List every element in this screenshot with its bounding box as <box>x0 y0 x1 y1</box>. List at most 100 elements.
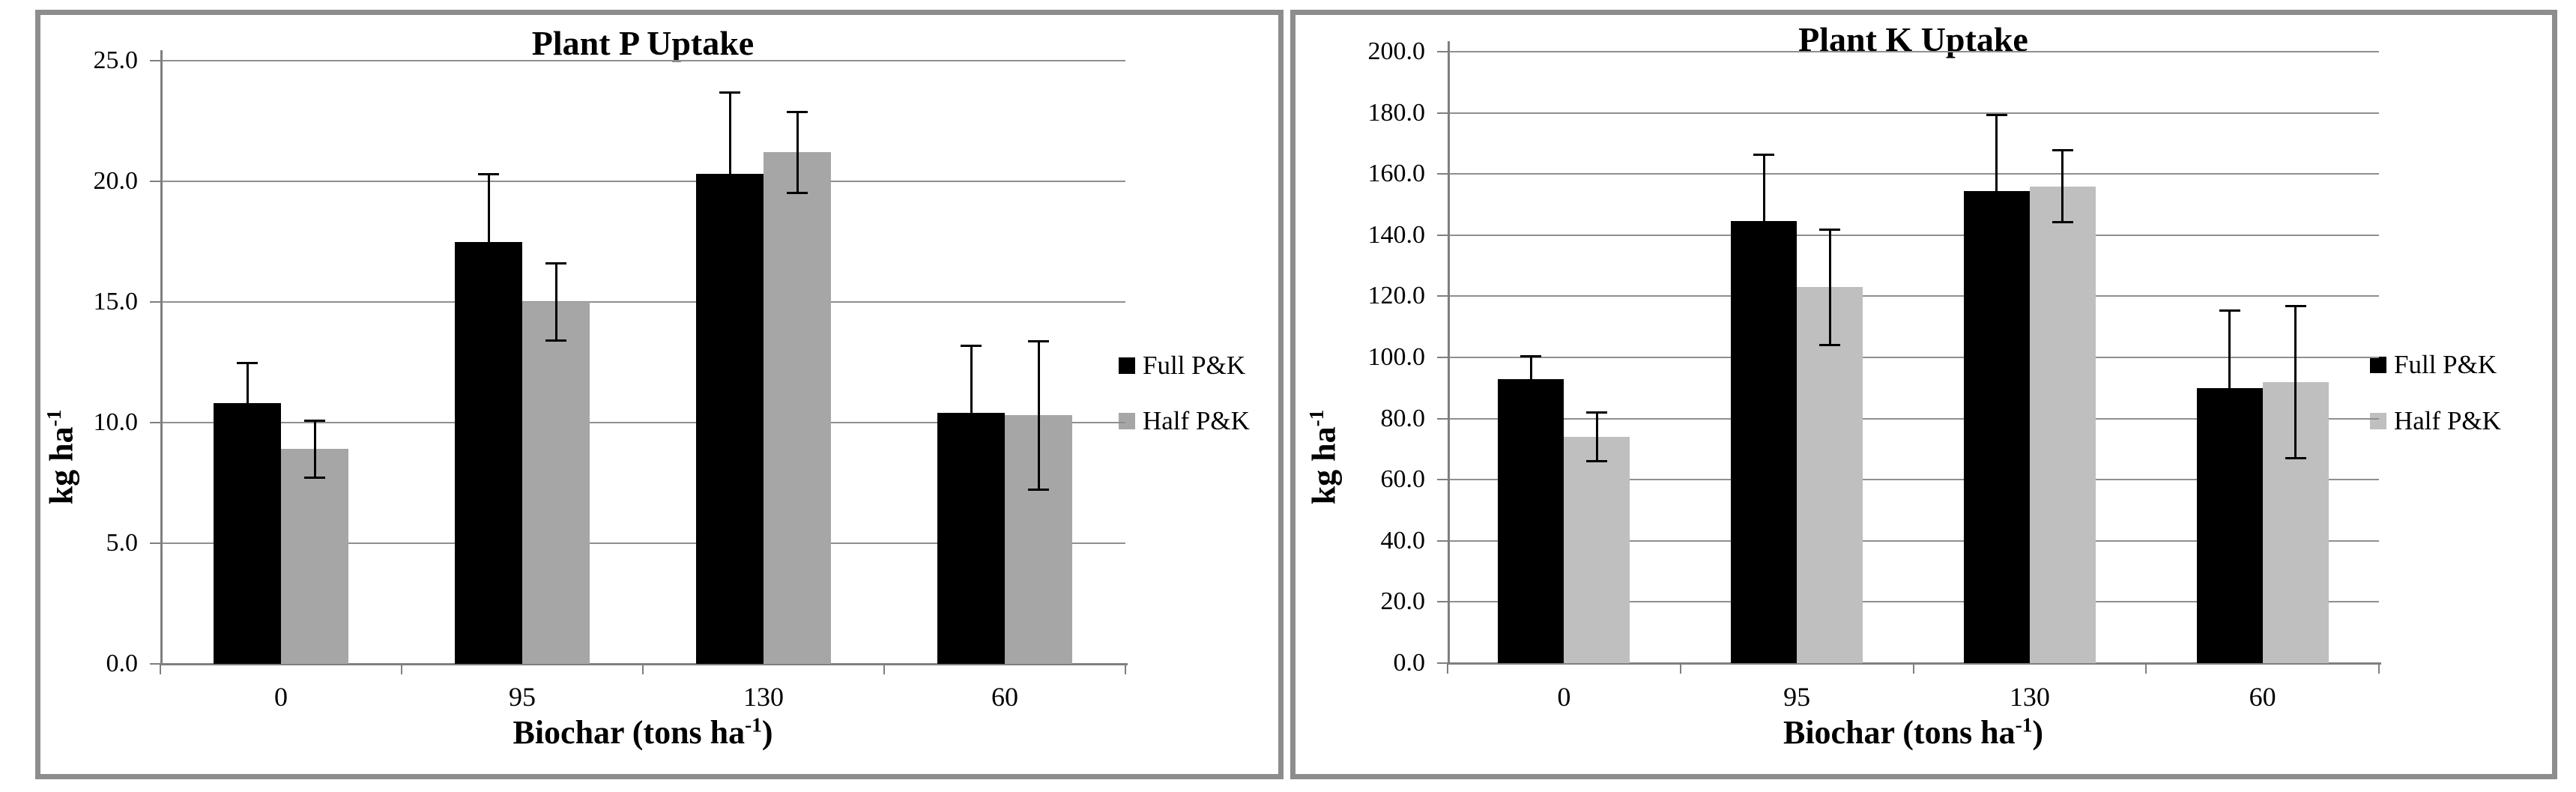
error-bar-line <box>970 345 973 481</box>
y-tick-label: 5.0 <box>106 529 139 557</box>
error-bar-cap-top <box>1520 354 1542 357</box>
error-bar-cap-top <box>2219 309 2240 312</box>
y-tick-label: 80.0 <box>1380 404 1426 432</box>
x-tick-mark <box>1125 664 1126 674</box>
legend-entry-full-pk: Full P&K <box>1119 352 1245 378</box>
x-tick-label: 60 <box>991 682 1018 712</box>
bar-full-pk <box>1731 221 1798 663</box>
x-tick-mark <box>1912 663 1914 674</box>
y-tick-mark <box>1437 234 1448 236</box>
full-pk-swatch <box>2370 356 2386 373</box>
error-bar-line <box>1595 412 1598 462</box>
legend-label-half-pk: Half P&K <box>2394 406 2501 435</box>
chart-title: Plant K Uptake <box>1798 20 2028 58</box>
bar-half-pk <box>281 449 348 664</box>
error-bar-line <box>313 420 316 479</box>
error-bar-cap-bottom <box>1986 265 2007 268</box>
y-axis-unit-text: kg ha <box>43 426 80 505</box>
legend-label-full-pk: Full P&K <box>1143 351 1246 380</box>
half-pk-swatch <box>2370 412 2386 429</box>
error-bar-cap-bottom <box>545 339 566 342</box>
error-bar-cap-top <box>2285 304 2306 307</box>
x-tick-mark <box>642 664 644 674</box>
error-bar-cap-top <box>1986 113 2007 116</box>
bar-half-pk <box>764 152 831 664</box>
plant-p-uptake-chart-panel: Plant P Uptake kg ha -1 Biochar (tons ha-… <box>35 10 1284 779</box>
error-bar-cap-top <box>1819 228 1841 231</box>
x-axis-title-exponent: -1 <box>745 713 762 737</box>
x-tick-mark <box>160 664 161 674</box>
error-bar-cap-bottom <box>1819 343 1841 346</box>
error-bar-cap-top <box>787 110 808 113</box>
error-bar-cap-bottom <box>304 477 325 480</box>
legend-entry-half-pk: Half P&K <box>2370 408 2501 434</box>
y-tick-mark <box>1437 295 1448 297</box>
x-tick-mark <box>1679 663 1681 674</box>
error-bar-line <box>1037 340 1040 491</box>
y-gridline <box>1448 417 2379 420</box>
error-bar-line <box>1995 114 1998 267</box>
x-tick-mark <box>1447 663 1448 674</box>
x-axis-line <box>160 663 1128 665</box>
error-bar-cap-top <box>545 262 566 265</box>
error-bar-cap-bottom <box>2285 456 2306 459</box>
y-gridline <box>1448 479 2379 481</box>
x-tick-label: 130 <box>2009 682 2050 712</box>
y-tick-mark <box>150 663 160 665</box>
bar-full-pk <box>1498 378 1564 663</box>
legend-entry-half-pk: Half P&K <box>1119 408 1250 434</box>
y-tick-label: 100.0 <box>1367 343 1426 371</box>
error-bar-cap-top <box>237 361 258 364</box>
error-bar-line <box>2061 149 2064 223</box>
y-tick-label: 180.0 <box>1367 98 1426 127</box>
x-axis-title-close: ) <box>2032 714 2044 751</box>
y-gridline <box>160 60 1125 61</box>
error-bar-cap-bottom <box>1028 489 1049 492</box>
error-bar-cap-bottom <box>2052 221 2073 224</box>
error-bar-cap-top <box>719 91 740 94</box>
y-axis-unit-text: kg ha <box>1305 426 1343 505</box>
y-tick-label: 160.0 <box>1367 160 1426 188</box>
x-tick-mark <box>883 664 885 674</box>
y-tick-mark <box>150 301 160 303</box>
y-tick-label: 0.0 <box>106 650 139 677</box>
x-axis-title-text: Biochar (tons ha <box>513 714 746 751</box>
error-bar-cap-top <box>478 173 499 176</box>
y-tick-label: 40.0 <box>1380 526 1426 554</box>
y-tick-mark <box>1437 417 1448 420</box>
y-axis-line <box>160 50 163 665</box>
error-bar-cap-top <box>961 344 982 347</box>
error-bar-cap-top <box>1586 411 1608 414</box>
error-bar-cap-bottom <box>2219 464 2240 467</box>
bar-full-pk <box>214 403 281 664</box>
error-bar-cap-top <box>2052 148 2073 151</box>
error-bar-cap-bottom <box>961 479 982 482</box>
half-pk-swatch <box>1119 412 1135 429</box>
y-gridline <box>160 542 1125 544</box>
error-bar-line <box>487 174 490 309</box>
x-tick-mark <box>401 664 402 674</box>
y-gridline <box>160 422 1125 423</box>
error-bar-cap-top <box>1753 153 1775 156</box>
y-tick-label: 200.0 <box>1367 37 1426 65</box>
chart-title: Plant P Uptake <box>531 24 755 62</box>
y-tick-label: 10.0 <box>93 408 139 436</box>
x-tick-mark <box>2378 663 2380 674</box>
legend-entry-full-pk: Full P&K <box>2370 351 2497 378</box>
x-axis-title: Biochar (tons ha-1) <box>1448 713 2379 752</box>
y-tick-mark <box>150 60 160 61</box>
y-tick-mark <box>150 542 160 544</box>
y-tick-mark <box>1437 112 1448 114</box>
x-tick-label: 130 <box>743 682 784 712</box>
y-gridline <box>1448 173 2379 175</box>
y-tick-label: 0.0 <box>1393 649 1426 677</box>
x-tick-label: 60 <box>2249 682 2276 712</box>
bar-half-pk <box>1797 287 1863 663</box>
y-tick-mark <box>1437 173 1448 175</box>
bar-full-pk <box>455 241 522 664</box>
y-gridline <box>160 181 1125 182</box>
x-axis-title-text: Biochar (tons ha <box>1783 714 2016 751</box>
y-gridline <box>1448 601 2379 603</box>
plant-k-uptake-chart-panel: Plant K Uptake kg ha -1 Biochar (tons ha-… <box>1290 10 2557 779</box>
